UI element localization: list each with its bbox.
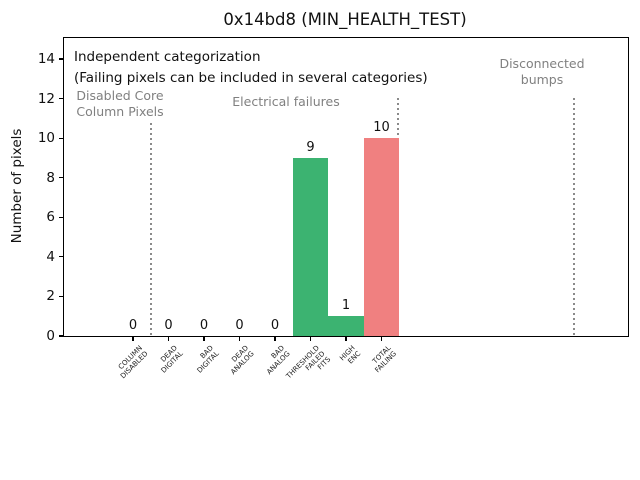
y-tick-mark [59,97,64,100]
x-tick-mark [167,337,170,341]
bar-value-label: 0 [199,318,209,333]
x-tick-mark [203,337,205,341]
x-tick-label: TOTAL FAILING [370,344,398,375]
x-tick-label: DEAD ANALOG [229,344,256,377]
bar [363,138,400,336]
y-tick-label: 12 [37,90,55,107]
x-tick-mark [274,337,276,341]
y-tick-label: 14 [37,50,55,67]
x-tick-mark [380,337,383,341]
y-tick-label: 4 [46,248,55,265]
section-electrical-failures: Electrical failures [232,94,340,109]
y-tick-mark [59,335,64,337]
x-tick-label: COLUMN DISABLED [116,344,150,381]
bar-value-label: 0 [270,318,280,333]
bar-value-label: 0 [164,318,173,333]
y-tick-mark [59,177,64,179]
plot-area: 0 2 4 6 8 10 12 14 0 COLUMN DISABLED 0 DEAD DIGITAL… [38,37,629,380]
separator-line [150,123,152,336]
y-tick-mark [59,216,64,218]
independent-categorization-line1: Independent categorization [74,49,261,65]
y-tick-mark [59,137,64,139]
x-tick-mark [132,337,134,341]
x-tick-mark [238,337,241,341]
section-disabled-core-column-pixels: Disabled Core Column Pixels [76,88,164,119]
x-tick-label: BAD DIGITAL [195,344,221,375]
y-tick-mark [59,295,64,297]
bar-value-label: 0 [128,318,138,333]
y-tick-label: 0 [46,328,55,344]
x-tick-mark [309,337,312,341]
chart-title: 0x14bd8 (MIN_HEALTH_TEST) [223,10,467,29]
y-tick-label: 2 [46,288,55,305]
bar [292,157,329,336]
bar-value-label: 0 [235,318,244,333]
bar-value-label: 10 [373,120,390,136]
x-tick-mark [345,337,347,341]
y-tick-mark [59,256,64,258]
x-tick-label: HIGH ENC [338,344,363,366]
y-tick-label: 10 [37,130,55,147]
y-tick-mark [59,58,64,60]
x-tick-label: THRESHOLD FAILED FITS [284,344,333,381]
bar [328,316,364,336]
section-disconnected-bumps: Disconnected bumps [499,56,585,87]
y-tick-label: 8 [46,169,55,186]
independent-categorization-line2: (Failing pixels can be included in sever… [74,70,428,86]
separator-line [573,98,575,336]
bar-value-label: 9 [306,139,315,155]
y-tick-label: 6 [46,209,55,226]
bar-value-label: 1 [341,298,351,314]
x-tick-label: DEAD DIGITAL [159,344,185,375]
